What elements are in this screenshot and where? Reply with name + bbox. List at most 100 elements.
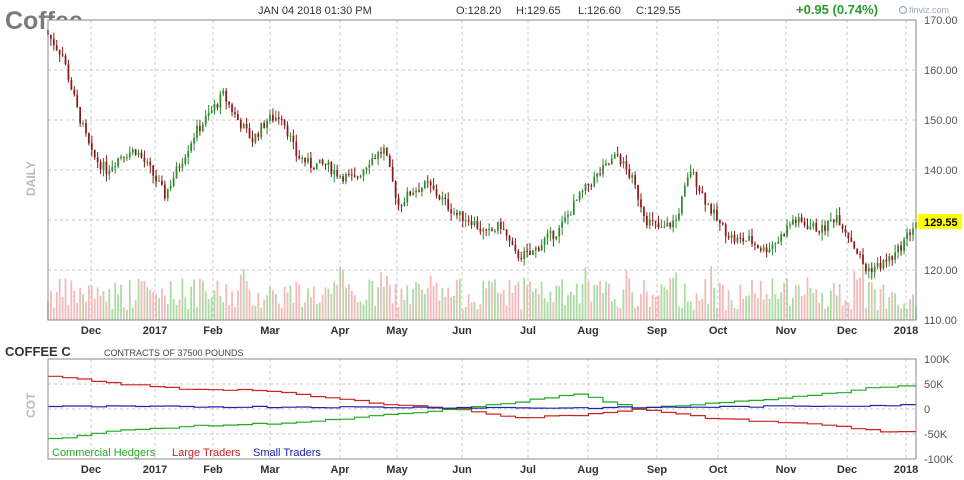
- candle-body: [759, 248, 762, 251]
- volume-bar: [543, 298, 546, 320]
- volume-bar: [350, 290, 353, 320]
- volume-bar: [374, 306, 377, 320]
- candle-body: [511, 240, 514, 245]
- volume-bar: [82, 294, 84, 320]
- volume-bar: [201, 280, 204, 320]
- volume-bar: [879, 288, 882, 320]
- candle-body: [683, 185, 686, 197]
- candle-body: [272, 114, 274, 121]
- volume-bar: [777, 298, 780, 320]
- candle-body: [517, 250, 520, 258]
- volume-bar: [546, 301, 549, 320]
- volume-bar: [125, 309, 128, 320]
- candle-body: [587, 183, 590, 186]
- candle-body: [751, 236, 753, 244]
- volume-bar: [61, 296, 64, 320]
- candle-body: [470, 221, 473, 225]
- candle-body: [499, 221, 502, 229]
- cot-legend: Commercial Hedgers Large Traders Small Tra…: [52, 447, 321, 459]
- volume-bar: [467, 294, 470, 320]
- volume-bar: [707, 303, 710, 320]
- brand-mark[interactable]: finviz.com: [898, 5, 950, 15]
- volume-bar: [298, 284, 301, 320]
- candle-body: [578, 192, 581, 200]
- volume-bar: [383, 286, 385, 320]
- volume-bar: [844, 300, 847, 320]
- volume-bar: [797, 285, 800, 320]
- cot-y-tick: 50K: [924, 379, 944, 391]
- volume-bar: [359, 301, 362, 320]
- volume-bar: [453, 295, 455, 320]
- candle-body: [648, 219, 651, 226]
- candle-body: [403, 202, 406, 206]
- candle-body: [870, 268, 873, 273]
- volume-bar: [140, 281, 143, 320]
- volume-bar: [365, 299, 368, 320]
- candle-body: [137, 152, 140, 155]
- candle-body: [266, 120, 268, 128]
- candle-body: [686, 177, 689, 186]
- candle-body: [82, 122, 84, 124]
- volume-bar: [242, 269, 245, 320]
- candle-body: [143, 157, 146, 163]
- candle-body: [537, 247, 540, 251]
- volume-bar: [207, 299, 210, 320]
- cot-panel: COFFEE C CONTRACTS OF 37500 POUNDS COT 1…: [5, 344, 954, 476]
- candle-body: [900, 245, 902, 251]
- candle-body: [438, 195, 441, 200]
- volume-bar: [76, 302, 79, 320]
- candle-body: [283, 119, 286, 126]
- cot-x-axis: Dec 2017 Feb Mar Apr May Jun Jul Aug Sep Oct Nov Dec…: [81, 464, 918, 476]
- volume-bar: [593, 285, 596, 320]
- volume-bar: [499, 293, 502, 320]
- candle-body: [58, 49, 61, 55]
- candle-body: [666, 222, 669, 227]
- candle-body: [523, 250, 526, 259]
- candle-body: [50, 35, 52, 39]
- volume-bar: [827, 306, 829, 320]
- candle-body: [526, 250, 528, 252]
- volume-bar: [277, 303, 280, 320]
- volume-bar: [274, 294, 277, 320]
- volume-bar: [266, 295, 268, 320]
- volume-bar: [406, 285, 409, 320]
- volume-bar: [847, 302, 850, 320]
- candle-body: [228, 101, 230, 105]
- volume-bar: [526, 285, 528, 320]
- candle-body: [736, 237, 739, 243]
- volume-bar: [315, 304, 318, 320]
- volume-bar: [184, 297, 187, 320]
- candle-body: [178, 166, 181, 168]
- candle-body: [222, 90, 225, 95]
- volume-bar: [634, 307, 637, 320]
- volume-bar: [727, 289, 730, 320]
- candle-body: [73, 89, 76, 95]
- volume-bar: [765, 293, 768, 320]
- candle-body: [64, 55, 67, 65]
- volume-bar: [721, 285, 724, 320]
- low-label: L:126.60: [578, 5, 621, 17]
- volume-bar: [73, 290, 76, 320]
- volume-bar: [882, 284, 885, 320]
- candle-body: [716, 209, 718, 221]
- cot-frame: [47, 358, 917, 460]
- volume-bar: [713, 287, 715, 320]
- volume-bar: [482, 280, 485, 320]
- candle-body: [461, 211, 464, 222]
- price-x-tick: May: [386, 325, 408, 337]
- volume-bar: [348, 284, 350, 320]
- volume-bar: [581, 284, 584, 320]
- volume-bar: [508, 280, 511, 320]
- candle-body: [251, 138, 254, 143]
- cot-x-tick: Dec: [81, 464, 101, 476]
- candle-body: [575, 199, 578, 201]
- volume-bar: [867, 282, 870, 320]
- candle-body: [473, 221, 476, 225]
- candle-body: [161, 180, 163, 185]
- volume-bar: [456, 279, 458, 320]
- candle-body: [169, 185, 172, 189]
- candle-body: [388, 155, 391, 167]
- volume-bar: [502, 289, 505, 320]
- candle-body: [248, 128, 251, 139]
- volume-bar: [572, 295, 575, 320]
